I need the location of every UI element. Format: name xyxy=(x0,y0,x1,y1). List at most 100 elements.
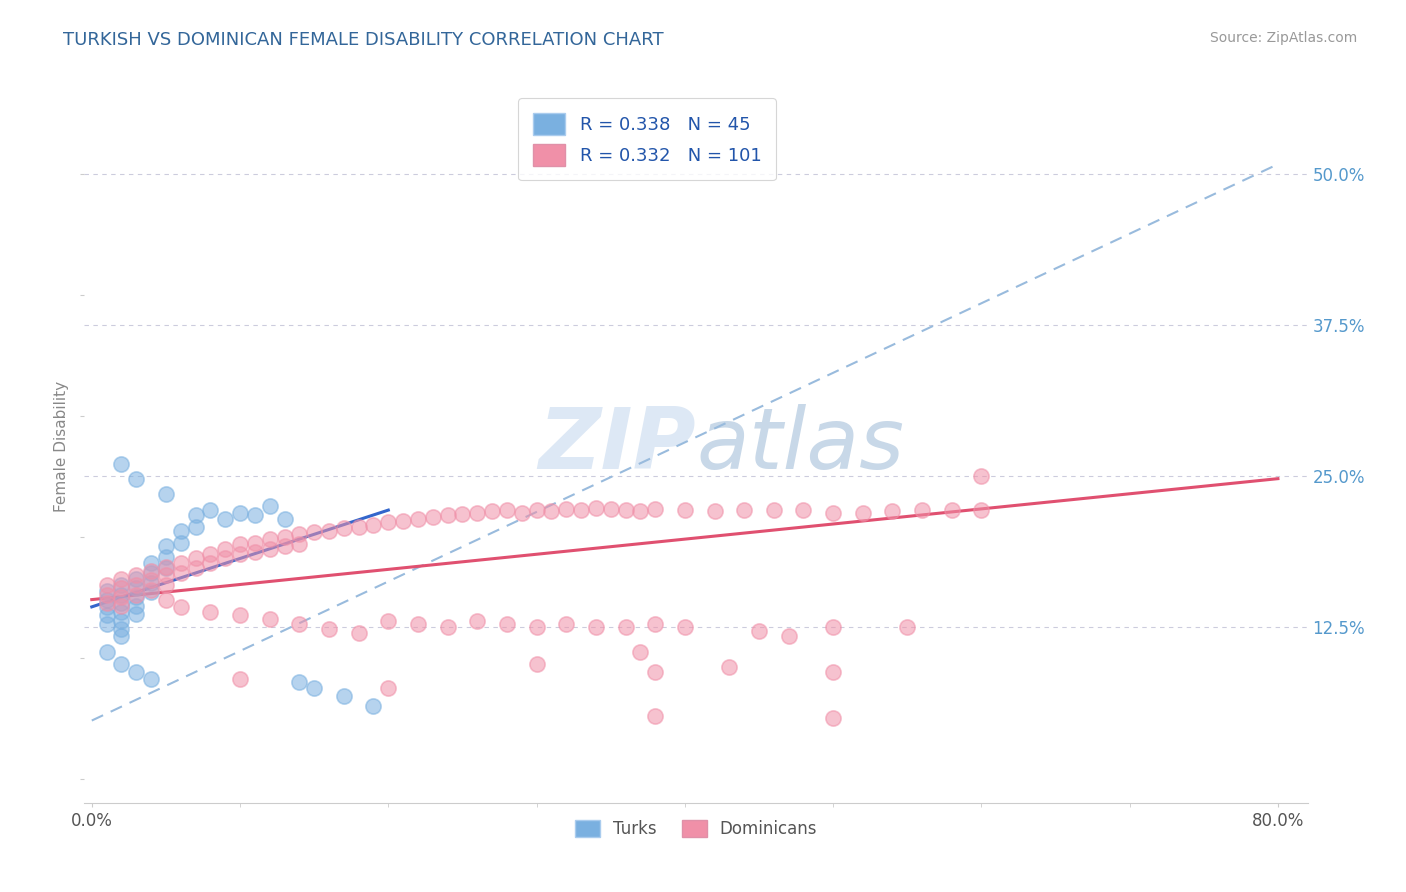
Point xyxy=(155,560,177,574)
Point xyxy=(184,520,207,534)
Point xyxy=(125,472,148,486)
Point xyxy=(363,517,385,532)
Point xyxy=(496,616,519,631)
Point xyxy=(155,568,177,582)
Point xyxy=(823,620,845,634)
Text: TURKISH VS DOMINICAN FEMALE DISABILITY CORRELATION CHART: TURKISH VS DOMINICAN FEMALE DISABILITY C… xyxy=(63,31,664,49)
Point xyxy=(155,550,177,565)
Point xyxy=(823,711,845,725)
Point xyxy=(200,547,222,561)
Point xyxy=(214,551,236,566)
Point xyxy=(614,620,637,634)
Point xyxy=(288,616,311,631)
Point xyxy=(585,500,607,515)
Point xyxy=(259,500,281,514)
Point xyxy=(110,588,132,602)
Point xyxy=(110,572,132,586)
Point xyxy=(406,511,429,525)
Point xyxy=(526,620,548,634)
Point xyxy=(243,535,266,549)
Point xyxy=(243,545,266,559)
Point xyxy=(200,503,222,517)
Point xyxy=(110,578,132,592)
Point xyxy=(125,590,148,604)
Point xyxy=(614,503,637,517)
Point xyxy=(673,620,696,634)
Point xyxy=(363,699,385,714)
Point xyxy=(377,615,399,629)
Point xyxy=(139,582,162,597)
Point xyxy=(125,568,148,582)
Point xyxy=(762,503,785,517)
Point xyxy=(569,503,592,517)
Point xyxy=(170,557,193,571)
Point xyxy=(170,524,193,538)
Point xyxy=(184,508,207,522)
Point xyxy=(96,578,118,592)
Point xyxy=(333,521,356,535)
Point xyxy=(96,645,118,659)
Point xyxy=(170,535,193,549)
Point xyxy=(347,520,370,534)
Point xyxy=(436,508,458,522)
Point xyxy=(155,561,177,575)
Text: ZIP: ZIP xyxy=(538,404,696,488)
Point xyxy=(852,506,875,520)
Point xyxy=(243,508,266,522)
Point xyxy=(259,541,281,556)
Point xyxy=(125,581,148,595)
Point xyxy=(644,502,666,516)
Point xyxy=(496,503,519,517)
Point xyxy=(259,612,281,626)
Point xyxy=(644,616,666,631)
Point xyxy=(170,566,193,580)
Point xyxy=(110,615,132,629)
Point xyxy=(882,504,904,518)
Point xyxy=(673,503,696,517)
Point xyxy=(970,503,993,517)
Point xyxy=(526,503,548,517)
Point xyxy=(436,620,458,634)
Point xyxy=(139,585,162,599)
Point xyxy=(628,504,651,518)
Point xyxy=(125,665,148,680)
Point xyxy=(96,588,118,602)
Point xyxy=(911,503,934,517)
Point xyxy=(941,503,963,517)
Point xyxy=(155,487,177,501)
Point xyxy=(110,622,132,636)
Point xyxy=(125,588,148,602)
Point xyxy=(96,616,118,631)
Point xyxy=(288,527,311,541)
Point xyxy=(585,620,607,634)
Point xyxy=(229,547,252,561)
Point xyxy=(318,622,340,636)
Point xyxy=(96,592,118,607)
Point xyxy=(823,665,845,680)
Point xyxy=(229,506,252,520)
Point xyxy=(96,599,118,614)
Point xyxy=(896,620,918,634)
Point xyxy=(377,515,399,529)
Y-axis label: Female Disability: Female Disability xyxy=(53,380,69,512)
Point xyxy=(110,657,132,671)
Point xyxy=(229,608,252,623)
Point xyxy=(451,507,474,521)
Point xyxy=(526,657,548,671)
Point xyxy=(628,645,651,659)
Point xyxy=(125,599,148,613)
Point xyxy=(465,506,488,520)
Point xyxy=(333,690,356,704)
Point xyxy=(718,660,741,674)
Point xyxy=(184,561,207,575)
Point xyxy=(229,537,252,551)
Point xyxy=(110,581,132,595)
Point xyxy=(406,616,429,631)
Point xyxy=(125,572,148,586)
Point xyxy=(96,584,118,599)
Point xyxy=(259,532,281,546)
Point xyxy=(302,524,325,539)
Point xyxy=(347,626,370,640)
Point xyxy=(273,530,295,544)
Text: Source: ZipAtlas.com: Source: ZipAtlas.com xyxy=(1209,31,1357,45)
